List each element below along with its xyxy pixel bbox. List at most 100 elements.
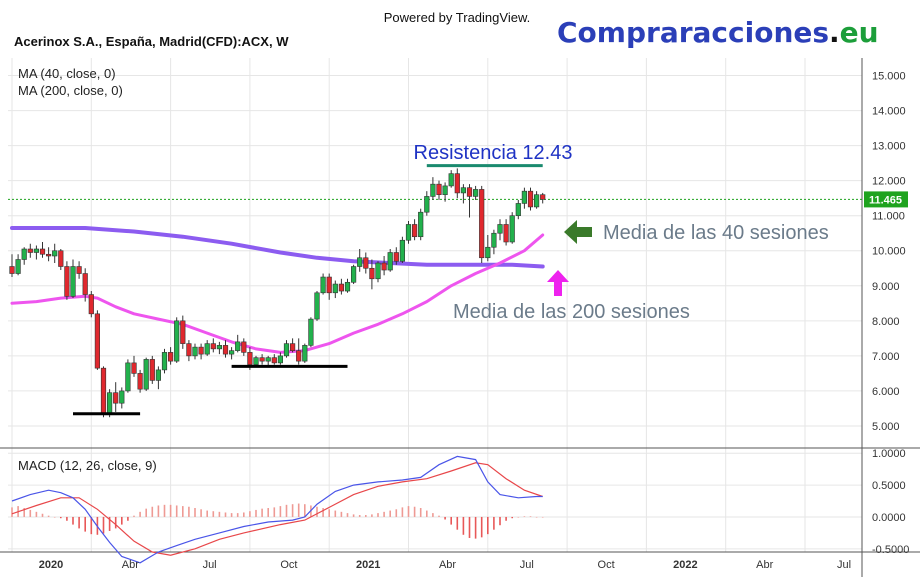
- candle[interactable]: [485, 234, 491, 262]
- candle[interactable]: [503, 219, 509, 246]
- candle[interactable]: [131, 355, 137, 377]
- candle[interactable]: [174, 317, 180, 363]
- candle[interactable]: [302, 343, 308, 363]
- candle[interactable]: [430, 177, 436, 200]
- candle[interactable]: [521, 187, 527, 209]
- candle[interactable]: [33, 245, 39, 260]
- candle[interactable]: [235, 334, 241, 353]
- candle[interactable]: [76, 261, 82, 279]
- price-pane[interactable]: [8, 168, 862, 418]
- candle[interactable]: [448, 170, 454, 188]
- candle[interactable]: [283, 340, 290, 358]
- macd-line[interactable]: [11, 455, 543, 564]
- candle[interactable]: [241, 338, 247, 356]
- candle[interactable]: [289, 338, 296, 353]
- candle[interactable]: [113, 382, 119, 412]
- candle[interactable]: [332, 280, 338, 299]
- candle-body: [161, 352, 168, 371]
- candle[interactable]: [204, 340, 210, 356]
- candle[interactable]: [143, 357, 149, 391]
- candle[interactable]: [454, 168, 460, 199]
- candle-body: [491, 232, 497, 248]
- candle[interactable]: [119, 387, 125, 409]
- candle[interactable]: [491, 229, 497, 255]
- candle[interactable]: [192, 343, 198, 360]
- candle[interactable]: [100, 366, 107, 418]
- candle[interactable]: [186, 340, 192, 362]
- candle[interactable]: [314, 291, 320, 321]
- macd-signal-line[interactable]: [11, 462, 543, 556]
- ma40-legend[interactable]: MA (40, close, 0): [18, 66, 116, 81]
- candle[interactable]: [533, 191, 540, 209]
- candle[interactable]: [515, 199, 521, 220]
- candle[interactable]: [82, 268, 88, 302]
- candle[interactable]: [229, 347, 235, 360]
- candle[interactable]: [198, 343, 204, 360]
- candle[interactable]: [357, 248, 363, 272]
- candle[interactable]: [344, 278, 351, 293]
- candle[interactable]: [381, 256, 387, 276]
- ma200-line[interactable]: [10, 226, 545, 269]
- candle[interactable]: [509, 212, 515, 244]
- macd-pane[interactable]: [11, 455, 544, 564]
- candle[interactable]: [497, 219, 503, 241]
- candle[interactable]: [168, 347, 174, 365]
- candle[interactable]: [271, 354, 277, 365]
- macd-histogram-bar: [505, 516, 507, 521]
- candle[interactable]: [45, 247, 52, 262]
- candle[interactable]: [411, 219, 418, 241]
- candle[interactable]: [375, 261, 381, 283]
- candle[interactable]: [369, 259, 375, 290]
- candle[interactable]: [253, 355, 259, 367]
- brand-logo[interactable]: Compraracciones.eu: [557, 16, 879, 49]
- candle[interactable]: [216, 341, 223, 355]
- candle[interactable]: [418, 208, 424, 241]
- candle[interactable]: [277, 352, 284, 365]
- candle[interactable]: [137, 369, 143, 393]
- candle[interactable]: [338, 278, 345, 295]
- candle[interactable]: [52, 243, 58, 264]
- ma40-line[interactable]: [10, 233, 545, 354]
- candle[interactable]: [399, 236, 406, 264]
- candle[interactable]: [393, 247, 399, 265]
- candle[interactable]: [27, 243, 33, 258]
- candle[interactable]: [466, 184, 473, 218]
- candle[interactable]: [210, 338, 216, 353]
- candle[interactable]: [39, 241, 46, 258]
- candle[interactable]: [21, 247, 27, 265]
- candle[interactable]: [125, 359, 131, 393]
- candle[interactable]: [326, 273, 332, 300]
- candle[interactable]: [540, 192, 546, 204]
- candle[interactable]: [442, 182, 448, 202]
- candle[interactable]: [424, 191, 430, 216]
- candle[interactable]: [161, 348, 168, 374]
- candle[interactable]: [155, 366, 162, 390]
- candle[interactable]: [149, 355, 155, 384]
- candle[interactable]: [88, 291, 94, 318]
- candle[interactable]: [527, 187, 534, 211]
- candle[interactable]: [460, 184, 467, 204]
- candle[interactable]: [436, 180, 442, 200]
- candle[interactable]: [363, 252, 369, 274]
- candle[interactable]: [479, 185, 485, 264]
- candle[interactable]: [259, 354, 265, 365]
- candle[interactable]: [350, 264, 357, 285]
- candle[interactable]: [222, 340, 229, 358]
- candle[interactable]: [387, 248, 393, 272]
- candle[interactable]: [180, 315, 186, 349]
- candle[interactable]: [296, 338, 302, 365]
- macd-legend[interactable]: MACD (12, 26, close, 9): [18, 458, 157, 473]
- candle[interactable]: [265, 355, 271, 367]
- candle[interactable]: [9, 254, 15, 278]
- candle[interactable]: [64, 261, 70, 300]
- candle[interactable]: [472, 185, 479, 200]
- candle[interactable]: [320, 273, 326, 295]
- candle[interactable]: [58, 248, 64, 271]
- candle[interactable]: [70, 259, 76, 299]
- candle[interactable]: [405, 220, 412, 244]
- candle[interactable]: [15, 254, 21, 276]
- candle[interactable]: [308, 317, 314, 348]
- candle[interactable]: [94, 310, 100, 370]
- ma200-legend[interactable]: MA (200, close, 0): [18, 83, 123, 98]
